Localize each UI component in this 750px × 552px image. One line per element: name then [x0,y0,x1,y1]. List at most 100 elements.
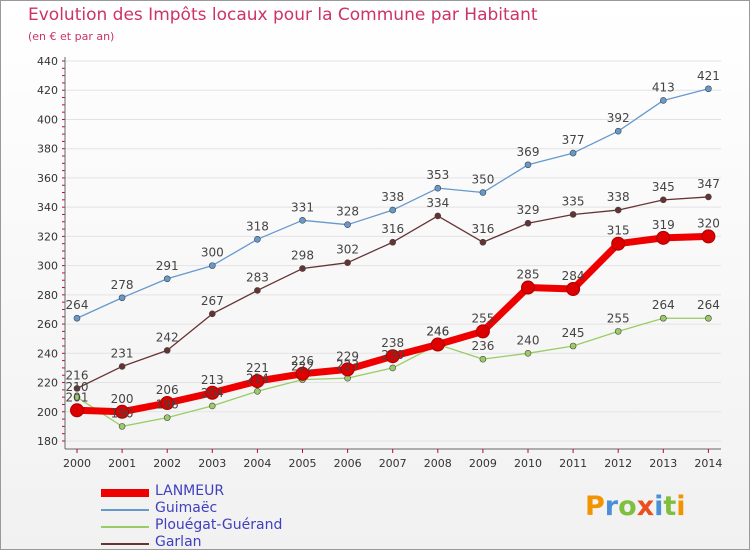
data-label: 335 [562,194,585,208]
data-point [569,149,577,157]
data-label: 284 [562,269,585,283]
y-tick-label: 280 [37,289,58,302]
data-point [705,193,712,201]
data-label: 377 [562,133,585,147]
data-point [163,414,171,421]
x-tick-label: 2009 [469,457,497,470]
data-label: 353 [426,168,449,182]
data-label: 334 [426,196,449,210]
data-label: 413 [652,80,675,94]
data-point [209,402,216,410]
data-label: 255 [607,311,630,325]
data-point [569,211,577,218]
logo-letter: r [604,491,619,522]
data-point [254,236,261,243]
data-label: 421 [697,69,720,83]
data-label: 200 [111,392,134,406]
y-tick-label: 440 [37,55,58,68]
x-tick-label: 2004 [243,457,271,470]
data-label: 350 [471,173,494,187]
data-point [524,219,532,227]
data-label: 206 [156,383,179,397]
data-point [389,206,397,214]
data-label: 315 [607,224,630,238]
chart-subtitle: (en € et par an) [28,30,115,43]
data-label: 196 [156,398,179,412]
data-label: 320 [697,216,720,230]
data-label: 302 [336,243,359,257]
data-point [659,97,667,104]
data-point [73,393,81,401]
y-tick-label: 400 [37,113,58,126]
data-point [656,230,671,245]
data-point [118,423,126,430]
data-point [70,403,84,418]
data-label: 246 [426,325,449,339]
data-point [521,280,535,295]
y-tick-label: 380 [37,143,58,156]
x-tick-label: 2006 [334,457,362,470]
data-label: 392 [607,111,630,125]
chart-title: Evolution des Impôts locaux pour la Comm… [28,5,538,25]
data-label: 264 [66,298,89,312]
logo-letter: o [618,491,637,522]
data-point [434,184,442,192]
data-point [569,342,577,350]
data-point [344,221,351,228]
data-label: 255 [471,311,494,325]
legend-swatch [101,509,149,511]
logo-letter: i [676,491,686,522]
data-label: 285 [517,268,540,282]
data-label: 231 [111,346,134,360]
data-point [524,161,532,169]
data-label: 267 [201,294,224,308]
logo-letter: x [636,491,655,522]
data-point [118,363,126,370]
data-label: 319 [652,218,675,232]
data-label: 345 [652,180,675,194]
y-tick-label: 240 [37,347,58,360]
data-point [118,294,126,302]
legend-label: Plouégat-Guérand [155,517,283,533]
data-label: 226 [291,354,314,368]
data-label: 369 [517,145,540,159]
data-label: 236 [471,339,494,353]
data-label: 331 [291,200,314,214]
legend-swatch [101,543,149,545]
data-point [389,364,397,372]
data-label: 318 [246,219,269,233]
data-label: 222 [291,360,314,374]
data-point [254,388,261,395]
data-point [566,282,581,296]
logo-letter: i [654,491,664,522]
y-tick-label: 320 [37,230,58,243]
data-point [659,196,667,204]
data-point [209,310,216,318]
legend-label: LANMEUR [155,483,225,499]
data-point [163,347,171,354]
data-point [344,259,351,266]
x-tick-label: 2010 [514,457,542,470]
x-tick-label: 2007 [379,457,407,470]
data-point [614,127,622,135]
y-tick-label: 420 [37,84,58,97]
data-label: 347 [697,177,720,191]
y-tick-label: 340 [37,201,58,214]
data-label: 213 [201,373,224,387]
data-label: 246 [426,325,449,339]
data-label: 298 [291,249,314,263]
data-point [430,337,445,352]
x-tick-label: 2011 [559,457,587,470]
x-tick-label: 2014 [694,457,722,470]
data-label: 291 [156,259,179,273]
data-label: 316 [381,222,404,236]
data-point [209,262,216,269]
data-point [163,275,171,283]
data-label: 264 [697,298,720,312]
data-label: 230 [381,348,404,362]
data-point [115,404,130,419]
proxiti-logo: Proxiti [585,491,686,522]
legend-swatch [101,526,149,528]
legend-label: Garlan [155,534,202,550]
